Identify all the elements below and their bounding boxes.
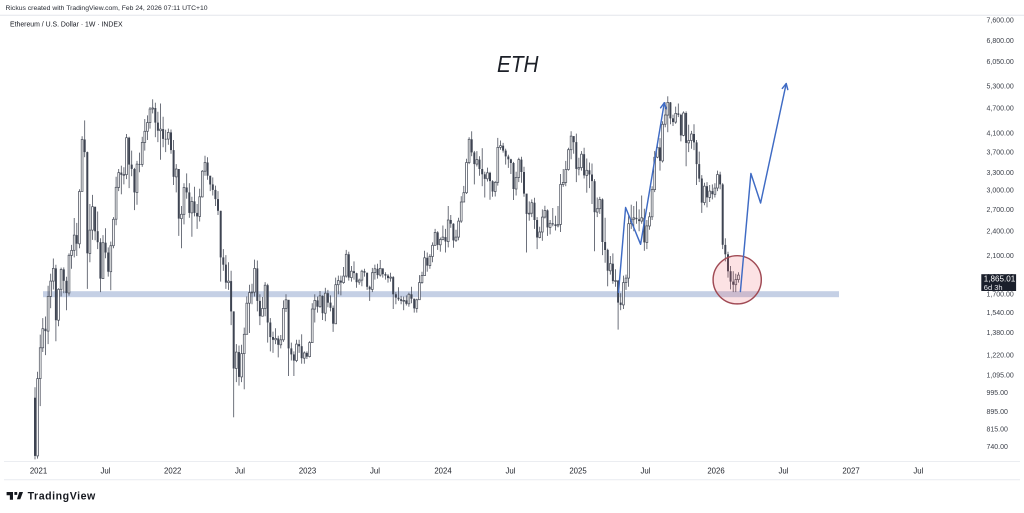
svg-text:2027: 2027 [842, 467, 859, 476]
svg-text:1,095.00: 1,095.00 [987, 372, 1014, 379]
svg-text:7,600.00: 7,600.00 [987, 17, 1014, 24]
svg-text:1,540.00: 1,540.00 [987, 310, 1014, 317]
svg-text:3,700.00: 3,700.00 [987, 149, 1014, 156]
svg-text:2026: 2026 [707, 467, 724, 476]
svg-text:2024: 2024 [434, 467, 452, 476]
svg-text:3,000.00: 3,000.00 [987, 188, 1014, 195]
svg-text:2,400.00: 2,400.00 [987, 229, 1014, 236]
svg-text:Jul: Jul [913, 467, 923, 476]
svg-text:ETH: ETH [497, 51, 539, 77]
svg-text:2023: 2023 [299, 467, 316, 476]
svg-text:Jul: Jul [235, 467, 245, 476]
svg-text:Jul: Jul [370, 467, 380, 476]
svg-text:Rickus created with TradingVie: Rickus created with TradingView.com, Feb… [6, 5, 208, 12]
svg-text:2025: 2025 [569, 467, 587, 476]
svg-text:Ethereum / U.S. Dollar · 1W ·: Ethereum / U.S. Dollar · 1W · INDEX [10, 21, 123, 28]
svg-text:2,700.00: 2,700.00 [987, 207, 1014, 214]
svg-text:6,800.00: 6,800.00 [987, 38, 1014, 45]
svg-text:1,865.01: 1,865.01 [984, 275, 1016, 284]
svg-text:TradingView: TradingView [28, 491, 96, 503]
svg-text:995.00: 995.00 [987, 390, 1009, 397]
svg-text:Jul: Jul [101, 467, 111, 476]
svg-text:1,220.00: 1,220.00 [987, 353, 1014, 360]
svg-text:2021: 2021 [30, 467, 47, 476]
svg-text:2022: 2022 [164, 467, 181, 476]
svg-text:Jul: Jul [506, 467, 516, 476]
svg-text:Jul: Jul [641, 467, 651, 476]
svg-text:895.00: 895.00 [987, 409, 1009, 416]
svg-text:4,700.00: 4,700.00 [987, 105, 1014, 112]
svg-text:Jul: Jul [779, 467, 789, 476]
svg-text:1,700.00: 1,700.00 [987, 292, 1014, 299]
svg-text:740.00: 740.00 [987, 444, 1009, 451]
svg-text:5,300.00: 5,300.00 [987, 83, 1014, 90]
svg-text:815.00: 815.00 [987, 426, 1009, 433]
svg-text:2,100.00: 2,100.00 [987, 253, 1014, 260]
svg-text:6d 3h: 6d 3h [984, 283, 1003, 292]
svg-text:6,050.00: 6,050.00 [987, 59, 1014, 66]
svg-text:3,300.00: 3,300.00 [987, 170, 1014, 177]
svg-text:1,380.00: 1,380.00 [987, 330, 1014, 337]
svg-text:4,100.00: 4,100.00 [987, 131, 1014, 138]
